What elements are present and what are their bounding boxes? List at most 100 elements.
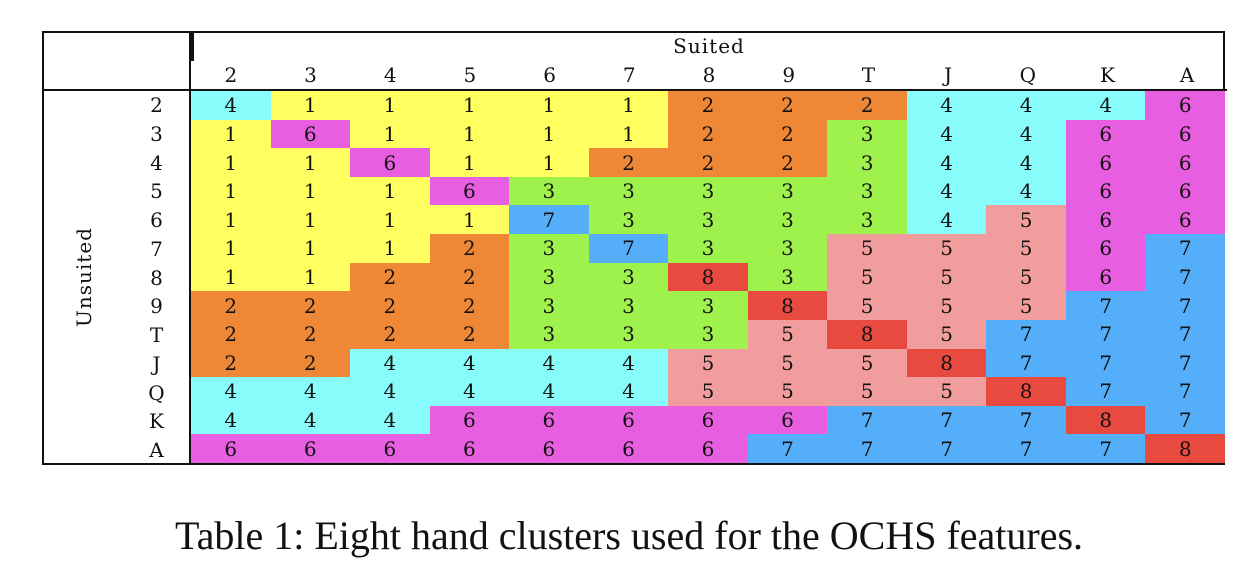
cluster-cell: 5 <box>906 291 987 320</box>
cluster-cell: 4 <box>986 91 1066 120</box>
row-header: 3 <box>150 121 163 146</box>
cluster-cell: 6 <box>588 405 669 435</box>
cluster-cell: 4 <box>906 91 987 120</box>
cluster-cell: 2 <box>588 148 669 177</box>
cluster-cell: 7 <box>1145 262 1225 292</box>
cluster-cell: 2 <box>429 319 510 349</box>
cluster-cell: 6 <box>429 176 510 206</box>
cluster-cell: 7 <box>906 405 987 435</box>
cluster-cell: 4 <box>986 119 1066 149</box>
table-corner <box>44 33 191 91</box>
cluster-cell: 5 <box>986 262 1066 292</box>
cluster-cell: 7 <box>1145 319 1225 349</box>
cluster-cell: 3 <box>668 205 748 235</box>
row-header: T <box>149 323 164 348</box>
cluster-cell: 8 <box>668 262 748 292</box>
cluster-cell: 1 <box>191 234 271 263</box>
cluster-cell: 3 <box>668 319 748 349</box>
cluster-cell: 3 <box>827 119 907 149</box>
cluster-cell: 6 <box>429 434 510 463</box>
cluster-cell: 3 <box>747 205 828 235</box>
cluster-cell: 7 <box>1145 291 1225 320</box>
row-header: 8 <box>150 265 163 290</box>
cluster-cell: 2 <box>191 319 271 349</box>
cluster-cell: 7 <box>827 405 907 435</box>
cluster-cell: 1 <box>350 91 430 120</box>
cluster-cell: 5 <box>827 262 907 292</box>
cluster-cell: 3 <box>509 319 589 349</box>
cluster-cell: 7 <box>1145 377 1225 406</box>
cluster-cell: 4 <box>509 348 589 378</box>
cluster-cell: 2 <box>191 291 271 320</box>
unsuited-label: Unsuited <box>72 227 96 327</box>
cluster-cell: 6 <box>1145 91 1225 120</box>
cluster-cell: 2 <box>429 234 510 263</box>
cluster-cell: 4 <box>270 405 351 435</box>
cluster-cell: 4 <box>588 348 669 378</box>
cluster-cell: 2 <box>668 119 748 149</box>
cluster-cell: 6 <box>1065 119 1146 149</box>
cluster-cell: 3 <box>588 291 669 320</box>
row-header: K <box>149 409 164 434</box>
cluster-cell: 7 <box>986 405 1066 435</box>
cluster-cell: 2 <box>350 262 430 292</box>
column-header: J <box>944 63 953 87</box>
cluster-cell: 4 <box>906 148 987 177</box>
column-headers: 2 3 4 5 6 7 8 9 T J Q K A <box>191 61 1227 91</box>
row-header: 9 <box>150 294 163 319</box>
cluster-cell: 1 <box>191 119 271 149</box>
cluster-cell: 1 <box>350 205 430 235</box>
cluster-cell: 7 <box>1065 319 1146 349</box>
cluster-cell: 3 <box>509 291 589 320</box>
row-header: 4 <box>150 150 163 175</box>
cluster-cell: 4 <box>191 91 271 120</box>
cluster-cell: 1 <box>429 205 510 235</box>
cluster-cell: 3 <box>509 176 589 206</box>
cluster-cell: 7 <box>1145 234 1225 263</box>
row-header: 7 <box>150 236 163 261</box>
cluster-cell: 5 <box>906 262 987 292</box>
cluster-cell: 6 <box>588 434 669 463</box>
cluster-cell: 7 <box>986 319 1066 349</box>
column-header: Q <box>1019 63 1036 87</box>
suited-rule <box>191 33 194 61</box>
column-header: K <box>1099 63 1115 87</box>
cluster-cell: 1 <box>191 148 271 177</box>
cluster-cell: 4 <box>191 405 271 435</box>
row-header: 6 <box>150 208 163 233</box>
cluster-cell: 5 <box>827 348 907 378</box>
cluster-cell: 1 <box>588 119 669 149</box>
cluster-cell: 2 <box>668 148 748 177</box>
cluster-cell: 2 <box>668 91 748 120</box>
cluster-cell: 2 <box>350 319 430 349</box>
cluster-cell: 2 <box>429 262 510 292</box>
row-header: 2 <box>150 93 163 117</box>
cluster-cell: 5 <box>906 319 987 349</box>
cluster-cell: 3 <box>668 291 748 320</box>
cluster-cell: 3 <box>588 262 669 292</box>
cluster-cell: 1 <box>509 91 589 120</box>
cluster-cell: 2 <box>191 348 271 378</box>
cluster-cell: 6 <box>429 405 510 435</box>
column-header: 3 <box>304 63 317 87</box>
cluster-cell: 3 <box>588 319 669 349</box>
cluster-cell: 4 <box>191 377 271 406</box>
cluster-cell: 6 <box>1145 119 1225 149</box>
cluster-cell: 2 <box>270 348 351 378</box>
cluster-cell: 1 <box>270 234 351 263</box>
column-header: 8 <box>702 63 716 87</box>
cluster-cell: 1 <box>350 176 430 206</box>
cluster-cell: 3 <box>747 176 828 206</box>
cluster-cell: 1 <box>350 119 430 149</box>
cluster-cell: 7 <box>906 434 987 463</box>
cluster-cell: 8 <box>827 319 907 349</box>
cluster-cell: 5 <box>986 291 1066 320</box>
column-header: 5 <box>463 63 477 87</box>
cluster-cell: 7 <box>827 434 907 463</box>
cluster-cell: 7 <box>1065 377 1146 406</box>
cluster-cell: 4 <box>986 176 1066 206</box>
cluster-cell: 3 <box>509 262 589 292</box>
cluster-cell: 5 <box>668 377 748 406</box>
cluster-cell: 5 <box>668 348 748 378</box>
